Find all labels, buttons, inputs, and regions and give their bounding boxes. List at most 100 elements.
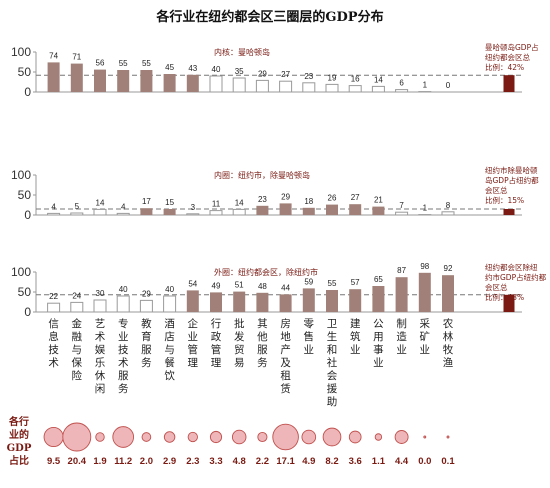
- category-label-char: 助: [327, 395, 338, 408]
- category-label-char: 险: [72, 369, 83, 382]
- category-label: 采矿业: [420, 318, 431, 356]
- category-label: 卫生和社会援助: [327, 318, 338, 408]
- category-label-char: 保: [72, 356, 83, 369]
- bar-value-label: 26: [328, 194, 337, 203]
- bar-value-label: 48: [258, 282, 267, 291]
- category-label-char: 娱: [95, 343, 106, 356]
- total-share-bar: [503, 209, 515, 215]
- gdp-share-bubble: [187, 431, 198, 443]
- gdp-share-bubble: [374, 433, 383, 441]
- bar: [348, 85, 362, 93]
- bar-value-label: 16: [351, 75, 360, 84]
- category-label-char: 产: [280, 343, 291, 356]
- bar-value-label: 49: [212, 281, 221, 290]
- category-label-char: 牧: [443, 343, 454, 356]
- y-tick-label: 100: [11, 168, 31, 182]
- y-tick-label: 100: [11, 265, 31, 279]
- total-share-bar: [503, 75, 515, 92]
- gdp-share-value: 3.6: [349, 456, 362, 467]
- bar-value-label: 19: [328, 73, 337, 82]
- bar-value-label: 54: [188, 279, 197, 288]
- category-label-char: 和: [327, 344, 338, 356]
- bar-value-label: 23: [304, 72, 313, 81]
- bar-value-label: 29: [281, 192, 290, 201]
- bar: [116, 212, 130, 216]
- bar: [186, 74, 199, 92]
- bar-value-label: 27: [281, 70, 290, 79]
- total-share-bar: [503, 294, 515, 312]
- bar-value-label: 11: [212, 200, 221, 209]
- bar: [94, 69, 106, 92]
- gdp-share-value: 4.9: [302, 456, 315, 467]
- category-label-char: 企: [188, 317, 199, 330]
- y-tick-label: 50: [18, 188, 32, 202]
- bar-value-label: 7: [399, 201, 404, 210]
- category-label-char: 援: [327, 382, 338, 395]
- category-label-char: 赁: [280, 382, 291, 395]
- bar-value-label: 35: [235, 67, 244, 76]
- bar: [93, 299, 107, 313]
- category-label: 企业管理: [188, 317, 199, 369]
- gdp-share-bubble: [141, 432, 152, 442]
- bar: [70, 301, 84, 313]
- category-label-char: 矿: [420, 330, 431, 343]
- gdp-share-value: 9.5: [47, 456, 61, 467]
- category-label-char: 业: [350, 344, 361, 356]
- bar: [209, 75, 223, 93]
- category-label-char: 房: [280, 317, 291, 330]
- bar: [186, 290, 199, 312]
- bar: [93, 208, 107, 216]
- bar-value-label: 92: [444, 264, 453, 273]
- bar-value-label: 14: [235, 198, 244, 207]
- bar: [302, 288, 315, 312]
- category-label-char: 业: [304, 344, 315, 356]
- bar: [256, 292, 269, 312]
- category-label-char: 及: [280, 357, 291, 369]
- category-label: 批发贸易: [234, 317, 245, 369]
- bar: [279, 80, 293, 93]
- bar-value-label: 65: [374, 275, 383, 284]
- category-label-char: 专: [118, 317, 129, 330]
- category-label-char: 闲: [95, 382, 106, 395]
- category-label-char: 务: [141, 356, 152, 369]
- bar: [349, 289, 362, 312]
- gdp-share-bubble: [257, 431, 268, 443]
- bar-value-label: 22: [49, 292, 58, 301]
- gdp-share-value: 4.4: [395, 456, 409, 467]
- category-label-char: 公: [373, 318, 384, 330]
- bar-value-label: 3: [191, 203, 196, 212]
- category-label-char: 用: [373, 331, 384, 343]
- category-label: 信息技术: [48, 318, 59, 369]
- bar: [395, 89, 409, 93]
- bar: [279, 294, 292, 312]
- bar-value-label: 14: [374, 75, 383, 84]
- bar: [139, 299, 153, 313]
- bar: [163, 209, 176, 215]
- bar-value-label: 18: [304, 197, 313, 206]
- category-label-char: 事: [373, 343, 384, 356]
- bar: [70, 63, 83, 92]
- category-label-char: 理: [211, 357, 222, 369]
- gdp-share-value: 20.4: [68, 456, 87, 467]
- category-label-char: 业: [396, 344, 407, 356]
- bar: [210, 292, 222, 312]
- bar: [349, 204, 362, 215]
- share-note-line: 会区总: [485, 282, 508, 292]
- bar-value-label: 74: [49, 51, 58, 60]
- bar: [395, 277, 408, 312]
- category-label-char: 批: [234, 317, 245, 330]
- gdp-share-bubble: [163, 431, 176, 443]
- bar-value-label: 1: [423, 81, 428, 90]
- category-label-char: 行: [211, 317, 222, 330]
- gdp-share-bubble: [446, 435, 450, 439]
- share-note-line: 曼哈顿岛GDP占: [485, 42, 539, 52]
- share-note-line: 纽约市除曼哈顿: [485, 165, 538, 175]
- bar-value-label: 14: [96, 198, 105, 207]
- bar-value-label: 55: [328, 279, 337, 288]
- category-label: 酒店与餐饮: [164, 317, 175, 382]
- category-label-char: 易: [234, 357, 245, 369]
- category-label: 零售业: [304, 318, 315, 356]
